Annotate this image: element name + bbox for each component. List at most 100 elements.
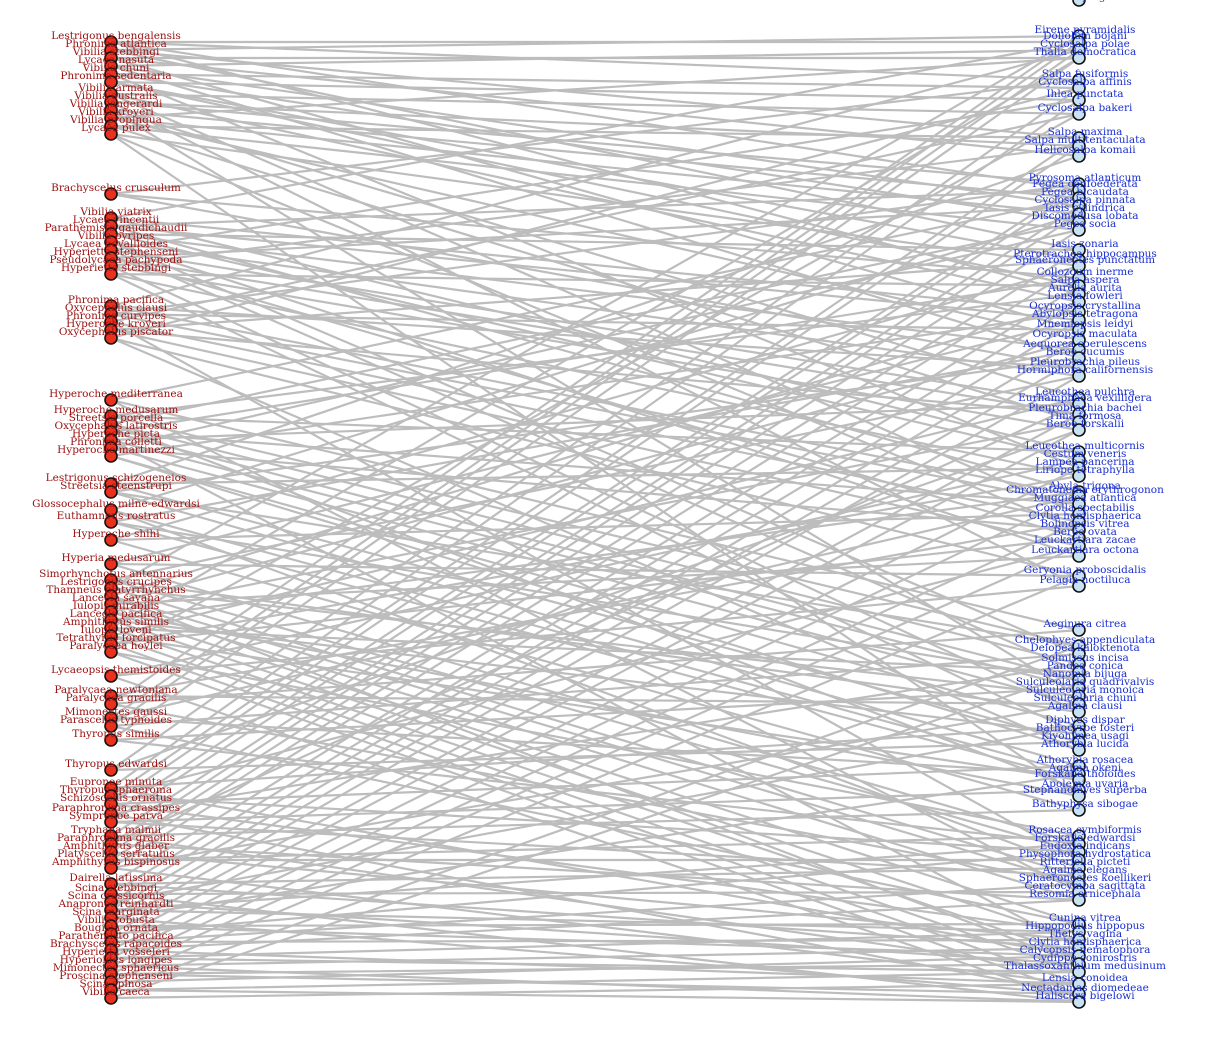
edge-line [109,86,1081,340]
host-node [1072,893,1086,907]
host-label: Leucothea pulchra [1035,386,1135,398]
edge-line [109,48,1081,252]
host-label: Forskalia tholoides [1034,768,1135,780]
host-label: Calycopsis nematophora [1020,944,1151,956]
edge-line [109,414,1081,454]
predator-label: Pseudolycaea pachypoda [49,254,182,266]
predator-label: Vibilia pyripes [77,230,155,242]
edge-line [109,702,1081,870]
host-label: Salpa multitentaculata [1024,134,1145,146]
host-label: Salpa fusiformis [1042,68,1128,80]
host-label: Helicosalpa komaii [1034,144,1136,156]
predator-label: Vibilia viatrix [79,206,151,218]
host-node [1072,93,1086,107]
predator-node [104,719,118,733]
edge-line [109,228,1081,450]
predator-label: Iulopis loveni [80,624,152,636]
edge-line [109,116,1081,216]
predator-label: Paralycaea newtoniana [54,684,177,696]
edge-line [109,446,1081,706]
host-label: Clytia hemisphaerica [1029,936,1142,948]
host-label: Cydippe conirostris [1033,952,1137,964]
predator-label: Platyscelus serratulus [57,848,175,860]
predator-label: Amphithyrus glaber [62,840,170,852]
edge-line [109,284,1081,886]
edge-line [109,136,1081,798]
edge-line [109,48,1081,308]
predator-label: Hyperia medusarum [61,552,170,564]
edge-line [109,40,1081,220]
edge-line [109,98,1081,790]
edge-line [109,834,1081,974]
edge-line [109,86,1081,772]
edge-line [109,48,1081,68]
edge-line [109,670,1081,1000]
host-label: Pyrosoma atlanticum [1029,172,1142,184]
edge-line [109,48,1081,140]
edge-line [109,276,1081,434]
predator-label: Lestrigonus crucipes [60,576,172,588]
edge-line [109,356,1081,920]
edge-line [109,34,1081,706]
predator-node [104,991,118,1005]
predator-label: Scina spinosa [80,978,153,990]
predator-label: Phronima sedentaria [60,70,171,82]
edge-line [109,474,1081,646]
host-label: Pegea socia [1054,218,1117,230]
predator-node [104,645,118,659]
edge-line [109,544,1081,798]
edge-line [109,574,1081,984]
predator-label: Brachyscelus rapacoides [50,938,182,950]
edge-line [109,454,1081,752]
host-label: Eurhamphaea vexilligera [1018,392,1152,404]
predator-label: Phronima curvipes [66,310,166,322]
predator-label: Iulopis mirabilis [73,600,159,612]
edge-line [109,584,1081,678]
host-node [1072,803,1086,817]
edge-line [109,56,1081,630]
predator-label: Mimonectes gaussi [65,706,168,718]
edge-line [109,930,1081,960]
host-label: Rosacea cymbiformis [1028,824,1141,836]
host-label: Pandea conica [1047,660,1124,672]
host-node [1072,705,1086,719]
host-label: Chromatonema erythrogonon [1006,484,1164,496]
predator-node [104,557,118,571]
edge-line [109,988,1081,1004]
host-label: Haliscera bigelowi [1035,990,1135,1002]
predator-node [104,485,118,499]
host-label: Cyclosalpa pinnata [1034,194,1135,206]
edge-line [109,982,1081,1000]
edge-line [109,154,1081,486]
predator-label: Parascelus typhoides [60,714,172,726]
host-node [1072,0,1086,7]
predator-label: Vibilia armata [77,82,153,94]
predator-node [104,127,118,141]
host-label: Nanomia bijuga [1043,668,1128,680]
host-label: Stephanomyes superba [1023,784,1147,796]
host-node [1072,223,1086,237]
predator-label: Vibilia caeca [81,986,150,998]
host-label: Leucothea multicornis [1025,440,1144,452]
edge-line [109,108,1081,200]
host-label: Agalma okeni [1048,762,1122,774]
host-label: Eirene pyramidalis [1035,24,1136,36]
edge-line [109,212,1081,846]
edge-line [109,132,1081,798]
host-label: Aequorea coerulescens [1022,338,1147,350]
edge-line [109,92,1081,516]
edge-line [109,34,1081,52]
edge-line [109,144,1081,268]
host-label: Doliolum bojani [1043,30,1128,42]
host-label: Thetys vagina [1048,928,1122,940]
predator-label: Lycaea pulex [81,122,151,134]
host-node [1072,149,1086,163]
predator-label: Lycaea vincentii [73,214,160,226]
predator-node [104,861,118,875]
predator-label: Anapronoe reinhardti [58,898,175,910]
host-label: Sulculeolaria monoica [1026,684,1144,696]
edge-line [109,954,1081,984]
predator-label: Oxycephalus piscator [59,326,174,338]
edge-layer [109,34,1081,1004]
